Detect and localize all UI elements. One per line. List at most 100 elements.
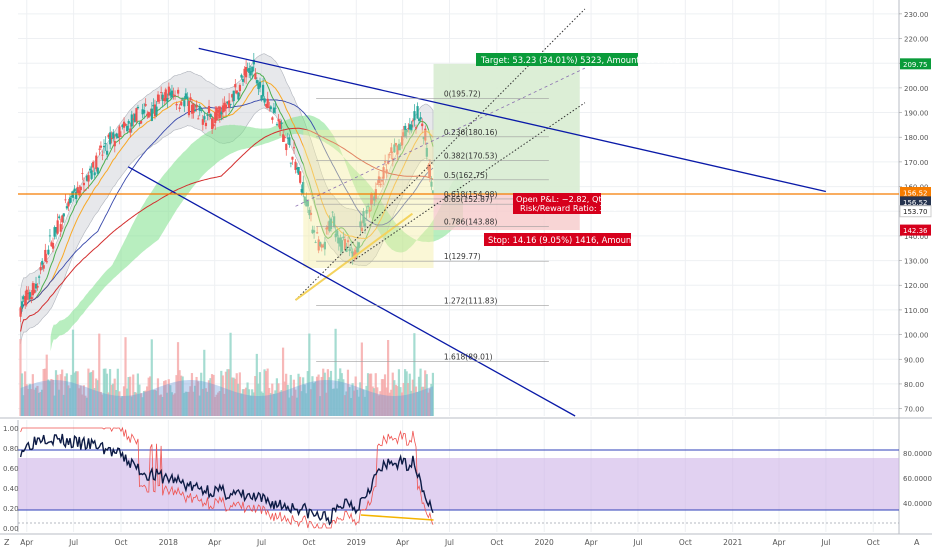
volume-bar [385,387,388,416]
candle-body [155,106,158,116]
volume-bar [67,385,70,416]
volume-bar [229,332,232,416]
volume-bar [419,368,422,416]
candle-body [121,124,124,128]
fib-level-label: 0.5(162.75) [444,171,488,180]
time-tick-label: Apr [208,538,222,547]
candle-body [319,241,322,247]
volume-bar [85,397,88,416]
volume-bar [184,391,187,416]
candle-body [282,134,285,142]
volume-bar [130,396,133,416]
candle-body [197,118,200,120]
candle-body [90,170,93,179]
volume-bar [207,380,211,416]
price-tag-label: 156.52 [903,189,928,197]
target-annotation[interactable]: Target: 53.23 (34.01%) 5323, Amount: 190… [476,53,680,66]
candle-body [346,240,350,243]
candle-body [44,249,47,262]
volume-bar [417,376,421,416]
candle-body [272,107,276,113]
candle-body [411,120,415,122]
candle-body [116,136,119,139]
volume-bar [176,342,180,416]
volume-bar [68,388,72,416]
candle-body [87,175,90,182]
oscillator-left-tick: 0.40 [3,485,19,493]
volume-bar [366,373,370,416]
candle-body [175,103,178,106]
volume-bar [197,381,200,416]
candle-body [180,101,183,106]
volume-bar [379,391,382,416]
volume-bar [108,369,112,416]
volume-bar [193,385,197,416]
volume-bar [268,387,271,416]
volume-bar [247,389,251,416]
candle-body [223,102,226,112]
candle-body [82,182,86,186]
oscillator-left-tick: 0.60 [3,465,19,473]
volume-bar [258,372,262,416]
candle-body [124,123,127,126]
volume-bar [312,383,316,416]
stop-annotation[interactable]: Stop: 14.16 (9.05%) 1416, Amount: 759.28 [484,233,669,246]
volume-bar [363,396,367,416]
candle-body [379,184,382,185]
time-axis[interactable]: Apr Jul Oct 2018 Apr Jul Oct 2019 Apr Jul Oct 2020 A… [20,538,880,547]
candle-body [104,143,107,144]
candle-body [163,98,166,101]
candle-body [143,110,146,114]
volume-bar [163,381,166,416]
volume-bar [167,379,170,416]
candle-body [265,103,268,107]
oscillator-right-tick: 60.0000 [903,475,932,483]
volume-bar [274,390,277,416]
volume-bar [124,337,127,416]
volume-bar [261,392,265,416]
candle-body [371,198,374,201]
candle-body [48,235,52,237]
volume-bar [201,388,204,416]
volume-bar [139,393,143,416]
price-tick-label: 170.00 [904,159,929,167]
volume-bar [286,384,289,416]
open-pl-annotation[interactable]: Open P&L: −2.82, Qty: 17 Risk/Reward Rat… [513,193,622,214]
stop-box [484,233,631,246]
candle-body [385,169,388,174]
candle-body [126,125,129,132]
candle-body [363,223,367,228]
candle-body [93,172,96,176]
volume-bar [19,339,22,416]
auto-scale-glyph[interactable]: A [914,538,920,547]
candle-body [207,105,211,114]
candle-body [28,292,31,300]
volume-bar [74,371,78,416]
oscillator-right-tick: 80.0000 [903,450,932,458]
candle-body [359,221,362,228]
volume-bar [192,391,195,416]
volume-bar [362,389,365,416]
candle-body [430,181,433,187]
candle-body [172,94,175,96]
timezone-glyph[interactable]: Z [4,538,10,547]
volume-bar [349,397,353,416]
time-tick-label: Oct [679,538,692,547]
volume-bar [373,388,376,416]
candle-body [356,246,359,253]
candle-body [299,171,302,183]
candle-body [254,73,257,80]
volume-bar [311,376,314,416]
volume-bar [249,395,252,416]
time-tick-label: 2018 [159,538,178,547]
volume-bar [303,384,306,416]
volume-bar [382,379,385,416]
candle-body [195,105,198,108]
candle-body [251,66,254,73]
candle-body [70,196,73,197]
volume-bar [240,393,243,416]
volume-bar [149,376,152,416]
candle-body [316,232,319,234]
time-tick-label: Apr [20,538,34,547]
